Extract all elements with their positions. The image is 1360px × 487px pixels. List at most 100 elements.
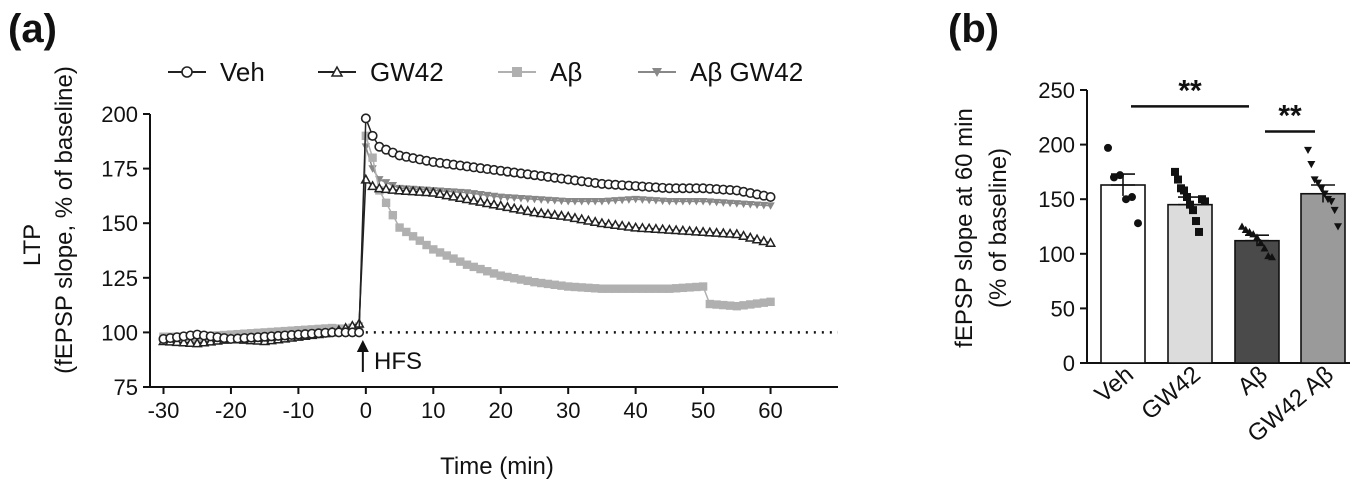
data-point (651, 284, 661, 293)
legend-marker (330, 65, 344, 77)
data-point (394, 184, 406, 195)
data-point (360, 173, 372, 184)
data-point (650, 223, 662, 233)
data-point (603, 218, 615, 229)
x-tick-label: 60 (758, 398, 782, 423)
x-tick-label: 10 (421, 398, 445, 423)
data-point (570, 198, 580, 206)
bar (1100, 184, 1146, 364)
data-point (516, 194, 526, 203)
data-point (476, 264, 485, 274)
data-point (597, 284, 607, 293)
data-point (624, 196, 634, 204)
x-tick-label: 0 (360, 398, 372, 423)
bar (1234, 239, 1280, 364)
x-tick-label: -20 (215, 398, 247, 423)
data-point (712, 198, 721, 207)
data-point (543, 196, 553, 205)
data-point (1171, 167, 1179, 176)
data-point (557, 197, 566, 206)
data-point (604, 284, 613, 293)
y-tick-label: 200 (101, 102, 138, 127)
legend-marker (652, 68, 662, 77)
data-point (765, 237, 777, 247)
data-point (557, 281, 566, 290)
data-point (704, 226, 716, 237)
data-point (725, 199, 735, 208)
data-point (563, 282, 573, 291)
data-point (644, 196, 654, 205)
data-point (631, 195, 640, 204)
data-point (449, 254, 458, 263)
data-point (1104, 143, 1112, 152)
data-point (496, 271, 505, 280)
y-tick-label: 0 (1063, 351, 1075, 376)
data-point (582, 214, 594, 225)
data-point (584, 283, 593, 293)
data-point (537, 196, 546, 204)
panel-a-xlabel: Time (min) (440, 453, 554, 480)
data-point (1327, 198, 1336, 206)
data-point (698, 282, 708, 291)
data-point (1134, 219, 1142, 228)
data-point (671, 284, 681, 293)
y-tick-label: 150 (101, 211, 138, 236)
data-point (469, 190, 478, 198)
data-point (678, 198, 688, 206)
data-point (434, 188, 446, 199)
y-tick-label: 125 (101, 266, 138, 291)
data-point (184, 337, 196, 347)
data-point (395, 223, 404, 232)
data-point (368, 153, 377, 162)
data-point (435, 248, 445, 257)
data-point (530, 195, 539, 204)
data-point (549, 209, 561, 220)
data-point (510, 194, 519, 203)
data-point (1334, 223, 1342, 231)
data-point (766, 297, 775, 307)
data-point (388, 210, 398, 220)
data-point (766, 202, 775, 210)
data-point (677, 224, 689, 235)
data-point (705, 198, 715, 206)
data-point (543, 279, 553, 289)
data-point (360, 113, 371, 124)
data-point (1330, 206, 1339, 215)
bar (1300, 192, 1346, 364)
data-point (765, 191, 776, 202)
data-point (657, 223, 669, 234)
data-point (685, 283, 694, 292)
data-point (448, 190, 460, 201)
series-line (163, 118, 771, 340)
data-point (530, 277, 539, 287)
data-point (429, 245, 438, 254)
data-point (692, 198, 701, 206)
x-tick-label: GW42 (1136, 361, 1205, 425)
data-point (489, 269, 499, 278)
data-point (719, 199, 728, 207)
x-tick-label: 20 (489, 398, 513, 423)
data-point (400, 185, 412, 195)
data-point (1324, 196, 1332, 204)
data-point (191, 337, 203, 348)
data-point (503, 272, 512, 282)
data-point (731, 228, 743, 239)
data-point (692, 282, 701, 292)
data-point (1128, 193, 1136, 202)
data-point (724, 227, 736, 238)
data-point (690, 225, 702, 236)
data-point (623, 220, 635, 231)
data-point (178, 336, 190, 347)
y-tick-label: 100 (101, 320, 138, 345)
panel-b-ylabel-line2: (% of baseline) (985, 148, 1012, 308)
data-point (651, 197, 661, 205)
data-point (441, 189, 453, 200)
data-point (611, 197, 620, 205)
data-point (732, 200, 742, 208)
data-point (624, 284, 634, 293)
data-point (1116, 171, 1124, 180)
data-point (367, 180, 379, 191)
data-point (751, 233, 763, 244)
series-veh (158, 113, 776, 344)
